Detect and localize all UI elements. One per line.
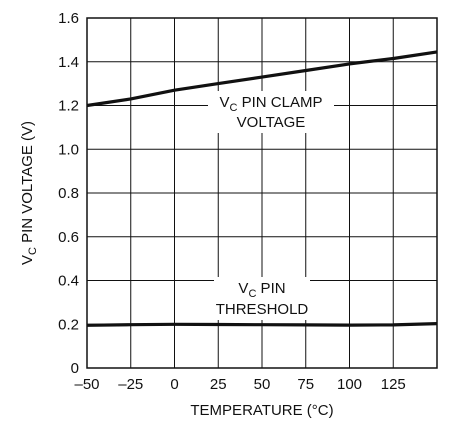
y-axis-title: VC PIN VOLTAGE (V) <box>19 121 39 265</box>
x-tick-labels: –50 –25 0 25 50 75 100 125 <box>74 376 405 393</box>
x-tick-label: 125 <box>381 376 406 393</box>
y-tick-label: 1.2 <box>58 98 79 115</box>
x-tick-label: 25 <box>210 376 227 393</box>
y-tick-label: 0.6 <box>58 229 79 246</box>
threshold-line <box>86 322 438 327</box>
x-tick-label: 100 <box>337 376 362 393</box>
x-tick-label: –50 <box>74 376 99 393</box>
threshold-label-rest: PIN <box>256 280 285 297</box>
annotations: VC PIN CLAMP VOLTAGE VC PIN THRESHOLD <box>208 91 334 320</box>
y-axis-title-prefix: V <box>19 255 36 265</box>
y-tick-label: 0 <box>71 360 79 377</box>
x-tick-label: 50 <box>254 376 271 393</box>
x-tick-label: –25 <box>118 376 143 393</box>
y-tick-label: 0.8 <box>58 185 79 202</box>
threshold-label-line2: THRESHOLD <box>216 301 309 318</box>
x-tick-label: 75 <box>297 376 314 393</box>
y-tick-label: 0.2 <box>58 316 79 333</box>
y-tick-label: 1.6 <box>58 10 79 27</box>
y-axis-title-subscript: C <box>27 247 39 255</box>
plot-frame <box>86 17 438 369</box>
threshold-label-background <box>214 277 310 320</box>
threshold-label-subscript: C <box>248 288 256 300</box>
clamp-voltage-label-prefix: V <box>220 94 230 111</box>
clamp-voltage-label-line1: VC PIN CLAMP <box>220 94 323 114</box>
y-tick-label: 0.4 <box>58 273 79 290</box>
clamp-voltage-label-subscript: C <box>230 102 238 114</box>
y-tick-labels: 0 0.2 0.4 0.6 0.8 1.0 1.2 1.4 1.6 <box>58 10 79 377</box>
clamp-voltage-label-rest: PIN CLAMP <box>237 94 322 111</box>
clamp-voltage-label-line2: VOLTAGE <box>237 114 306 131</box>
series-group <box>86 50 438 327</box>
y-axis-title-rest: PIN VOLTAGE (V) <box>19 121 36 247</box>
threshold-label-line1: VC PIN <box>238 280 285 300</box>
y-tick-label: 1.4 <box>58 54 79 71</box>
clamp-voltage-label-background <box>208 91 334 133</box>
x-axis-title: TEMPERATURE (°C) <box>190 402 333 419</box>
y-tick-label: 1.0 <box>58 141 79 158</box>
x-tick-label: 0 <box>170 376 178 393</box>
threshold-label-prefix: V <box>238 280 248 297</box>
clamp-voltage-line <box>86 50 438 108</box>
